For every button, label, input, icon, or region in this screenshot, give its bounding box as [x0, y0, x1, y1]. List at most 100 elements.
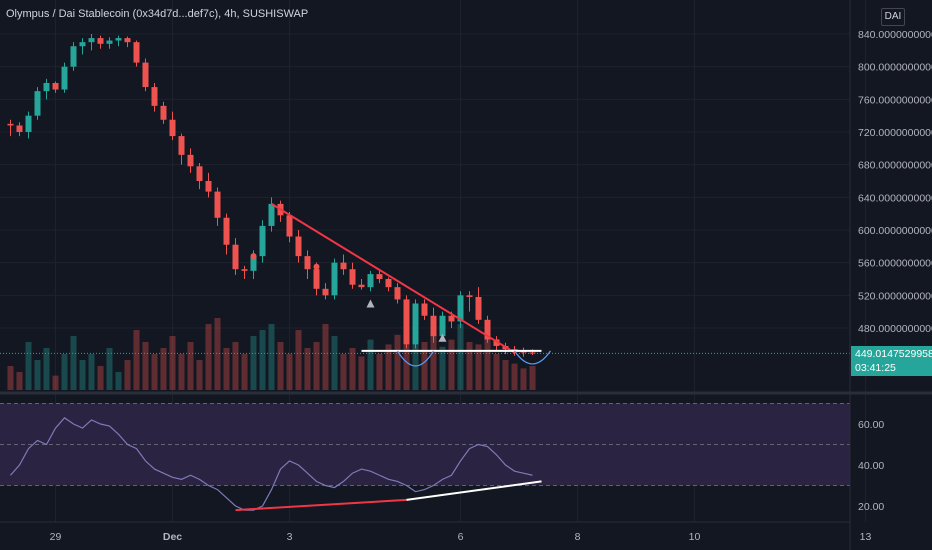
- volume-bar: [115, 372, 122, 390]
- rsi-tick-label: 60.00: [858, 419, 884, 431]
- volume-bar: [412, 327, 419, 390]
- last-price: 449.0147529958: [855, 348, 932, 360]
- candle-body: [412, 303, 419, 345]
- candle-body: [385, 279, 392, 288]
- candle-body: [340, 262, 347, 270]
- bar-countdown: 03:41:25: [855, 362, 896, 374]
- volume-bar: [439, 346, 446, 390]
- candle-body: [70, 46, 77, 67]
- time-tick-label: 13: [860, 531, 872, 543]
- time-tick-label: 10: [689, 531, 701, 543]
- volume-bar: [169, 336, 176, 390]
- candle-body: [241, 269, 248, 271]
- volume-bar: [466, 342, 473, 390]
- price-tick-label: 480.0000000000: [858, 323, 932, 335]
- volume-bar: [16, 372, 23, 390]
- candle-body: [466, 295, 473, 297]
- price-tick-label: 600.0000000000: [858, 225, 932, 237]
- time-tick-label: 29: [50, 531, 62, 543]
- candle-body: [106, 40, 113, 44]
- candle-body: [421, 303, 428, 316]
- signal-arrow-icon: [438, 333, 447, 342]
- candle-body: [61, 66, 68, 90]
- candle-body: [313, 269, 320, 289]
- price-tick-label: 760.0000000000: [858, 94, 932, 106]
- volume-bar: [25, 342, 32, 390]
- candle-body: [133, 42, 140, 63]
- volume-bar: [178, 354, 185, 390]
- volume-bar: [358, 356, 365, 390]
- rsi-tick-label: 20.00: [858, 501, 884, 513]
- candle-body: [43, 83, 50, 92]
- volume-bar: [205, 324, 212, 390]
- volume-bar: [232, 342, 239, 390]
- candle-body: [430, 315, 437, 337]
- volume-bar: [124, 360, 131, 390]
- volume-bar: [259, 330, 266, 390]
- candle-body: [205, 181, 212, 192]
- volume-bar: [52, 375, 59, 390]
- candle-body: [169, 119, 176, 137]
- volume-bar: [79, 360, 86, 390]
- candle-body: [475, 296, 482, 320]
- volume-bar: [34, 360, 41, 390]
- candle-body: [529, 352, 536, 354]
- volume-bar: [349, 348, 356, 390]
- candlesticks: [7, 34, 536, 357]
- price-tick-label: 560.0000000000: [858, 258, 932, 270]
- volume-bar: [187, 342, 194, 390]
- candle-body: [457, 295, 464, 322]
- candle-body: [394, 287, 401, 300]
- candle-body: [160, 105, 167, 120]
- volume-bar: [250, 336, 257, 390]
- candle-body: [223, 217, 230, 245]
- time-tick-label: Dec: [163, 531, 182, 543]
- volume-bar: [196, 360, 203, 390]
- candle-body: [142, 62, 149, 88]
- candle-body: [79, 42, 86, 47]
- volume-bar: [97, 366, 104, 390]
- candle-body: [97, 38, 104, 44]
- candle-body: [268, 203, 275, 226]
- candle-body: [376, 274, 383, 279]
- drawings: [250, 203, 551, 367]
- descending-trendline: [270, 203, 516, 354]
- rsi-line: [10, 417, 533, 511]
- volume-bar: [376, 354, 383, 390]
- candle-body: [448, 315, 455, 322]
- candle-body: [88, 38, 95, 43]
- volume-bar: [493, 354, 500, 390]
- candle-body: [403, 299, 410, 345]
- volume-bar: [7, 366, 14, 390]
- time-tick-label: 8: [575, 531, 581, 543]
- volume-bar: [421, 342, 428, 390]
- volume-bar: [322, 324, 329, 390]
- volume-bar: [70, 336, 77, 390]
- candle-body: [52, 83, 59, 90]
- volume-bar: [61, 354, 68, 390]
- candle-body: [124, 38, 131, 43]
- candle-body: [331, 262, 338, 296]
- rsi-divergence-line: [235, 498, 407, 512]
- candle-body: [196, 166, 203, 181]
- rsi-pane: [0, 403, 850, 512]
- candle-body: [358, 284, 365, 288]
- price-tick-label: 720.0000000000: [858, 127, 932, 139]
- rsi-support-line: [406, 480, 542, 501]
- volume-bar: [106, 348, 113, 390]
- volume-bar: [214, 318, 221, 390]
- volume-bar: [394, 334, 401, 390]
- volume-bar: [484, 334, 491, 390]
- candle-body: [286, 215, 293, 237]
- price-tick-label: 640.0000000000: [858, 192, 932, 204]
- candle-body: [250, 256, 257, 271]
- cup-arc-right: [514, 350, 551, 365]
- volume-bar: [160, 348, 167, 390]
- currency-badge[interactable]: DAI: [881, 8, 905, 26]
- volume-bar: [151, 354, 158, 390]
- volume-bar: [241, 354, 248, 390]
- candle-body: [25, 115, 32, 132]
- candle-body: [439, 315, 446, 337]
- volume-bar: [340, 354, 347, 390]
